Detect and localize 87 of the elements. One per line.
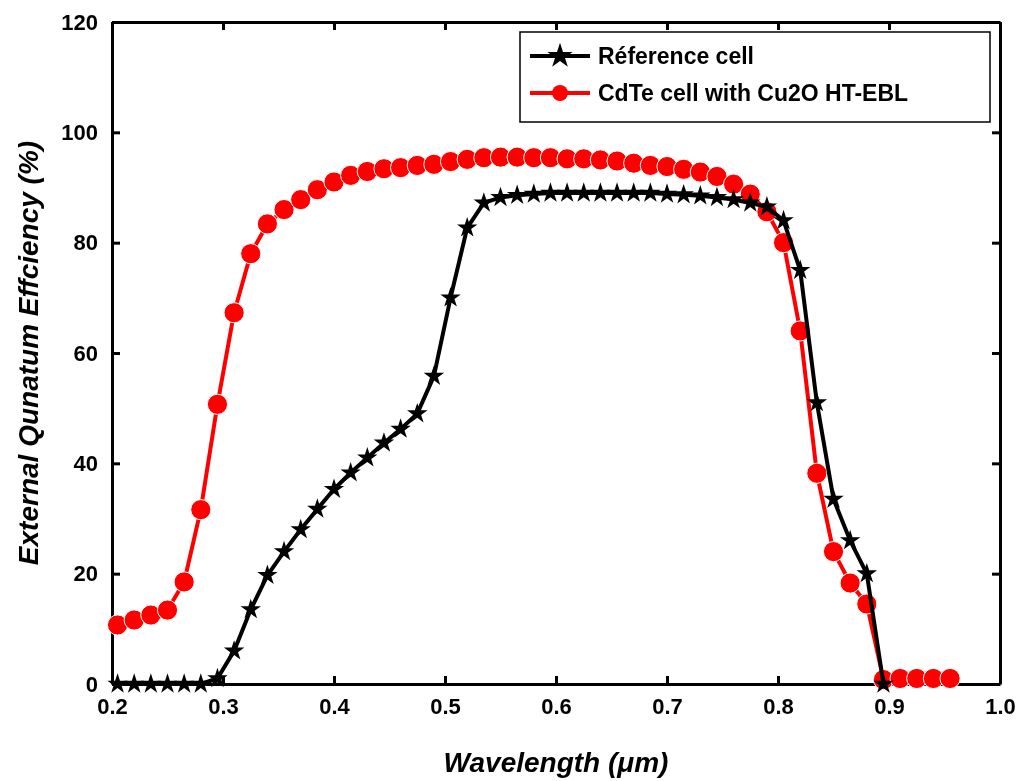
point — [706, 186, 728, 207]
point — [206, 393, 229, 415]
point — [123, 609, 145, 631]
x-tick-label: 0.2 — [97, 693, 128, 719]
y-tick-label: 100 — [61, 119, 98, 145]
point — [740, 192, 761, 212]
point — [140, 604, 162, 626]
point — [357, 447, 378, 467]
point — [190, 499, 212, 521]
y-tick-label: 120 — [61, 9, 98, 35]
point — [856, 562, 878, 583]
point — [823, 488, 844, 508]
point — [773, 209, 794, 230]
point — [106, 614, 129, 636]
point — [673, 183, 694, 204]
point — [506, 184, 528, 204]
y-tick-label: 80 — [73, 230, 98, 256]
point — [723, 188, 744, 209]
point — [140, 673, 162, 693]
point — [440, 287, 461, 307]
x-tick-label: 1.0 — [985, 693, 1016, 719]
y-tick-label: 40 — [73, 450, 98, 476]
point — [156, 599, 179, 621]
x-tick-label: 0.3 — [208, 693, 239, 719]
point — [323, 171, 345, 193]
x-tick-label: 0.6 — [541, 693, 572, 719]
point — [656, 155, 678, 178]
point — [340, 461, 361, 482]
point — [706, 165, 728, 188]
point — [456, 148, 478, 170]
point — [290, 189, 312, 211]
point — [640, 182, 661, 202]
point — [323, 478, 345, 498]
x-tick-label: 0.4 — [319, 693, 351, 719]
point — [307, 498, 328, 518]
point — [390, 418, 411, 438]
point — [556, 182, 578, 202]
point — [423, 365, 445, 385]
point — [690, 185, 711, 205]
point — [939, 667, 961, 690]
point — [373, 432, 395, 452]
point — [806, 391, 828, 412]
point — [839, 572, 861, 594]
point — [407, 402, 428, 423]
point — [107, 673, 128, 693]
point — [256, 213, 278, 235]
point — [590, 182, 611, 202]
point — [123, 673, 145, 693]
point — [173, 673, 195, 693]
point — [523, 183, 545, 203]
y-axis-title: External Qunatum Effciency (%) — [13, 140, 44, 566]
point — [157, 673, 178, 693]
point — [789, 259, 811, 279]
y-tick-label: 60 — [73, 340, 98, 366]
x-tick-label: 0.7 — [652, 693, 683, 719]
point — [240, 598, 261, 619]
point — [257, 564, 278, 585]
y-tick-label: 0 — [85, 671, 98, 697]
point — [340, 164, 362, 186]
point — [822, 541, 845, 563]
point — [223, 640, 245, 660]
point — [623, 182, 644, 202]
x-tick-label: 0.5 — [430, 693, 461, 719]
point — [540, 182, 561, 202]
point — [456, 217, 478, 237]
point — [723, 173, 745, 195]
point — [207, 667, 228, 688]
x-tick-label: 0.9 — [874, 693, 905, 719]
point — [606, 182, 628, 202]
point — [573, 182, 594, 202]
point — [656, 183, 678, 203]
y-tick-label: 20 — [73, 561, 98, 587]
point — [839, 529, 861, 550]
x-axis-title: Wavelength (μm) — [443, 747, 669, 778]
point — [273, 540, 295, 561]
point — [273, 198, 295, 221]
point — [223, 302, 245, 324]
point — [423, 153, 445, 175]
legend-label: CdTe cell with Cu2O HT-EBL — [598, 80, 909, 106]
point — [490, 186, 511, 207]
point — [306, 179, 328, 201]
point — [173, 571, 195, 593]
point — [240, 243, 262, 265]
x-tick-label: 0.8 — [763, 693, 794, 719]
point — [290, 518, 311, 539]
legend-label: Réference cell — [598, 43, 754, 69]
point — [806, 462, 828, 484]
